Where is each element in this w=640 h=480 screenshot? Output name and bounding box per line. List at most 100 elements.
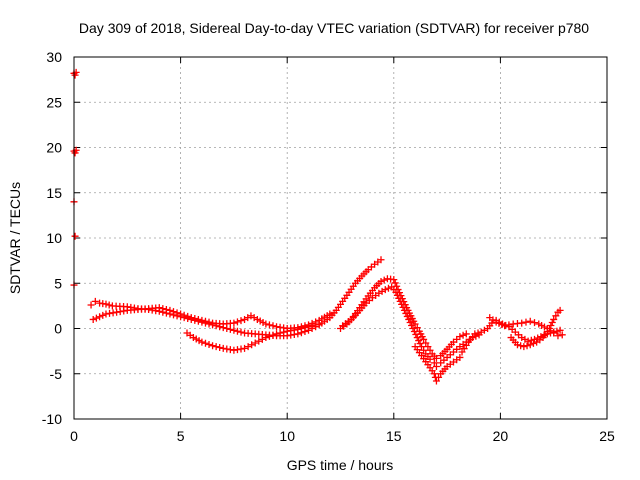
data-point xyxy=(420,335,428,343)
data-point-interp xyxy=(255,337,263,345)
data-point xyxy=(558,331,566,339)
data-point xyxy=(230,326,238,334)
y-tick-label: 15 xyxy=(46,185,62,201)
data-point-interp xyxy=(169,308,177,316)
data-point xyxy=(426,355,434,363)
data-point-interp xyxy=(105,301,113,309)
data-point xyxy=(462,330,470,338)
data-point-interp xyxy=(297,325,305,332)
data-point xyxy=(91,297,99,305)
data-point-interp xyxy=(162,305,170,313)
data-point xyxy=(550,315,558,323)
data-point-interp xyxy=(92,314,100,322)
data-point-interp xyxy=(415,337,423,345)
data-point-interp xyxy=(201,317,209,325)
data-point xyxy=(409,325,417,332)
data-point xyxy=(377,256,385,264)
data-point xyxy=(394,286,402,294)
data-point-interp xyxy=(216,344,224,352)
data-point-interp xyxy=(548,318,556,326)
data-point xyxy=(326,310,334,318)
data-point-interp xyxy=(474,329,482,337)
data-point xyxy=(550,329,558,337)
axis-ticks: 0 5 10 15 20 25 -10 -5 0 5 10 15 20 25 30 xyxy=(42,49,615,444)
data-point-interp xyxy=(276,329,284,337)
data-point xyxy=(432,354,440,362)
x-tick-label: 0 xyxy=(70,428,78,444)
data-point xyxy=(418,343,426,351)
data-point xyxy=(294,325,302,333)
data-point xyxy=(488,319,496,327)
data-point xyxy=(251,339,259,347)
data-point xyxy=(241,344,249,352)
data-point xyxy=(96,313,104,321)
y-tick-label: 5 xyxy=(54,275,62,291)
data-point-interp xyxy=(312,321,320,329)
data-point-interp xyxy=(212,343,220,351)
x-axis-label: GPS time / hours xyxy=(287,457,394,473)
data-point xyxy=(262,334,270,342)
x-tick-label: 15 xyxy=(386,428,402,444)
data-point xyxy=(501,322,509,330)
data-point-interp xyxy=(265,332,273,340)
data-point xyxy=(432,377,440,385)
data-point xyxy=(413,334,421,342)
data-point-interp xyxy=(205,340,213,348)
data-point-interp xyxy=(194,315,202,323)
data-point xyxy=(209,342,217,350)
data-point xyxy=(377,277,385,285)
data-point-interp xyxy=(426,346,434,354)
data-point-interp xyxy=(226,325,234,333)
data-point-interp xyxy=(523,342,531,350)
plot-frame xyxy=(73,56,608,420)
data-point xyxy=(556,306,564,314)
y-tick-label: -5 xyxy=(50,366,63,382)
data-point xyxy=(262,320,270,328)
x-tick-label: 20 xyxy=(493,428,509,444)
data-point xyxy=(556,326,564,334)
data-point xyxy=(155,304,163,312)
data-point-interp xyxy=(191,315,199,323)
data-point-interp xyxy=(522,318,530,326)
data-point xyxy=(526,341,534,349)
y-axis-label: SDTVAR / TECUs xyxy=(7,182,23,294)
data-point xyxy=(456,333,464,341)
data-point-interp xyxy=(258,335,266,343)
y-tick-label: 30 xyxy=(46,49,62,65)
data-point-interp xyxy=(233,327,241,335)
data-point xyxy=(187,314,195,322)
data-point-interp xyxy=(308,322,316,330)
data-point-interp xyxy=(529,339,537,347)
x-tick-label: 10 xyxy=(279,428,295,444)
data-point xyxy=(471,330,479,338)
data-point-interp xyxy=(406,318,414,326)
data-points xyxy=(70,68,566,385)
data-point-interp xyxy=(422,339,430,347)
data-point xyxy=(390,276,398,284)
data-point-interp xyxy=(459,331,467,339)
data-point-interp xyxy=(395,289,403,297)
y-tick-label: 0 xyxy=(54,321,62,337)
data-point-interp xyxy=(301,324,309,332)
data-point-interp xyxy=(244,343,252,351)
data-point xyxy=(381,286,389,294)
data-point xyxy=(230,319,238,327)
data-point xyxy=(554,332,562,340)
data-point xyxy=(545,325,553,332)
data-point xyxy=(518,319,526,327)
data-point xyxy=(398,295,406,303)
data-point xyxy=(71,232,79,240)
data-point-interp xyxy=(173,309,181,317)
data-point xyxy=(456,353,464,361)
chart-title: Day 309 of 2018, Sidereal Day-to-day VTE… xyxy=(79,20,589,36)
data-point xyxy=(89,315,97,323)
data-point-interp xyxy=(233,318,241,326)
data-point-interp xyxy=(380,276,388,284)
data-point xyxy=(177,310,185,318)
data-point-interp xyxy=(547,321,555,329)
data-point-interp xyxy=(384,284,392,292)
data-point xyxy=(430,370,438,378)
data-point-interp xyxy=(248,341,256,349)
data-point-interp xyxy=(397,292,405,300)
